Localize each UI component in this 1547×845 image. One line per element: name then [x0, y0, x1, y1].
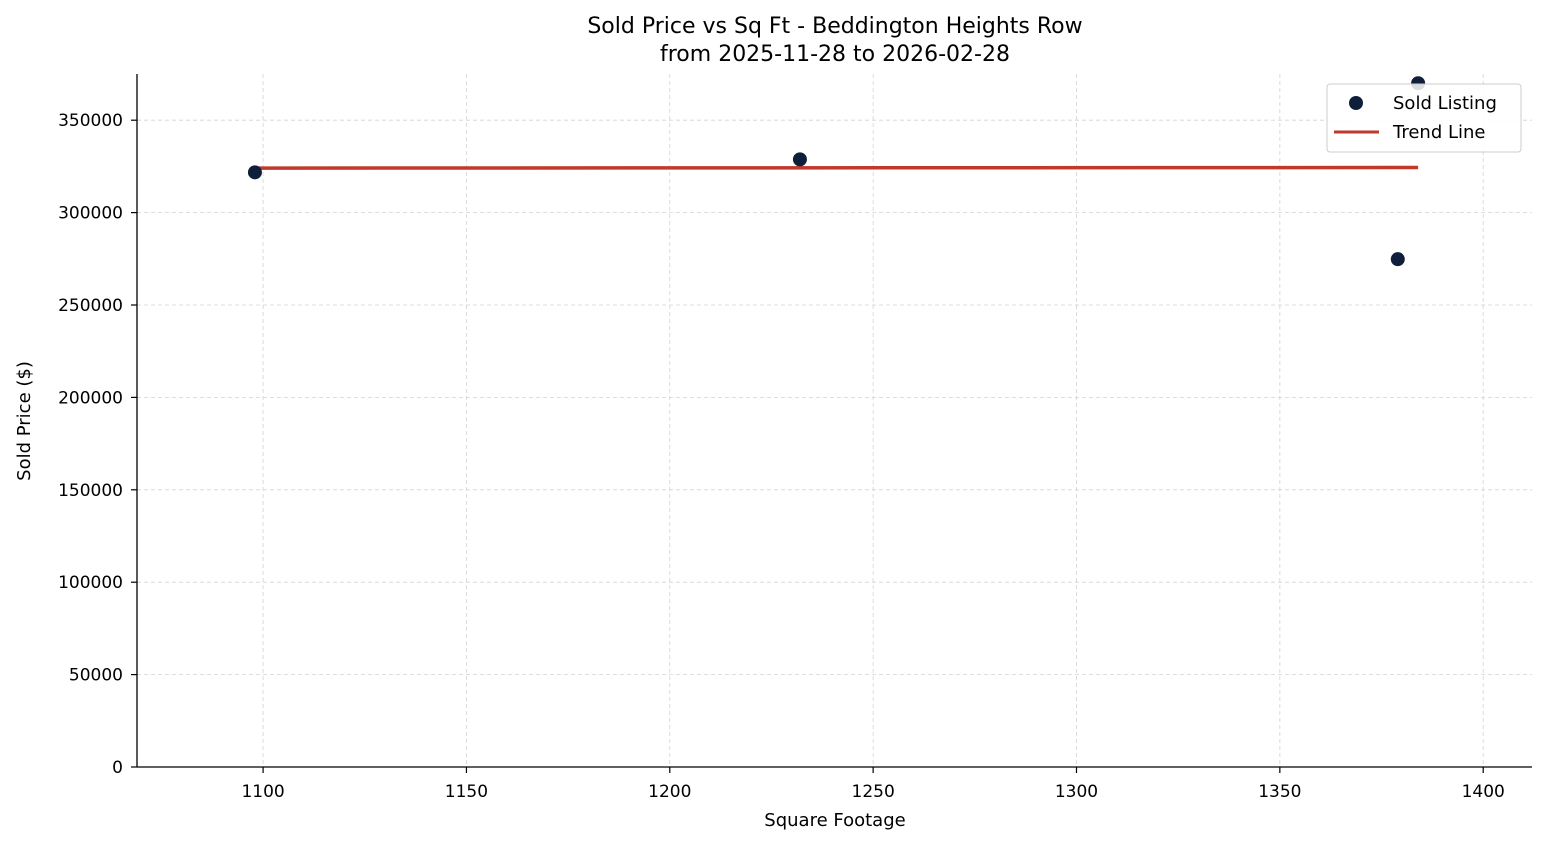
data-point [247, 165, 262, 180]
trend-line [254, 165, 1419, 170]
ticks: 1100 1150 1200 1250 1300 1350 1400 0 50000 100000… [58, 111, 1505, 802]
x-tick-label: 1300 [1055, 782, 1098, 802]
x-tick-label: 1150 [445, 782, 488, 802]
chart-subtitle: from 2025-11-28 to 2026-02-28 [660, 42, 1010, 67]
x-axis-label: Square Footage [764, 810, 905, 831]
x-tick-label: 1200 [648, 782, 691, 802]
legend: Sold Listing Trend Line [1326, 83, 1522, 153]
x-tick-label: 1250 [852, 782, 895, 802]
legend-box [1326, 83, 1522, 153]
y-tick-label: 350000 [58, 111, 123, 131]
y-tick-label: 100000 [58, 573, 123, 593]
y-tick-label: 0 [112, 758, 123, 778]
data-point [1390, 252, 1405, 267]
x-tick-label: 1100 [241, 782, 284, 802]
plot-area [247, 76, 1426, 267]
data-point [792, 152, 807, 167]
x-tick-label: 1350 [1258, 782, 1301, 802]
legend-marker-sold-listing [1349, 96, 1363, 110]
y-tick-label: 150000 [58, 481, 123, 501]
chart-title: Sold Price vs Sq Ft - Beddington Heights… [587, 14, 1082, 39]
y-tick-label: 250000 [58, 296, 123, 316]
y-axis-label: Sold Price ($) [14, 361, 35, 481]
y-tick-label: 200000 [58, 388, 123, 408]
legend-label-trend-line: Trend Line [1392, 122, 1486, 143]
x-tick-label: 1400 [1462, 782, 1505, 802]
y-tick-label: 50000 [69, 666, 123, 686]
y-tick-label: 300000 [58, 204, 123, 224]
legend-label-sold-listing: Sold Listing [1393, 93, 1497, 114]
grid [137, 74, 1532, 768]
